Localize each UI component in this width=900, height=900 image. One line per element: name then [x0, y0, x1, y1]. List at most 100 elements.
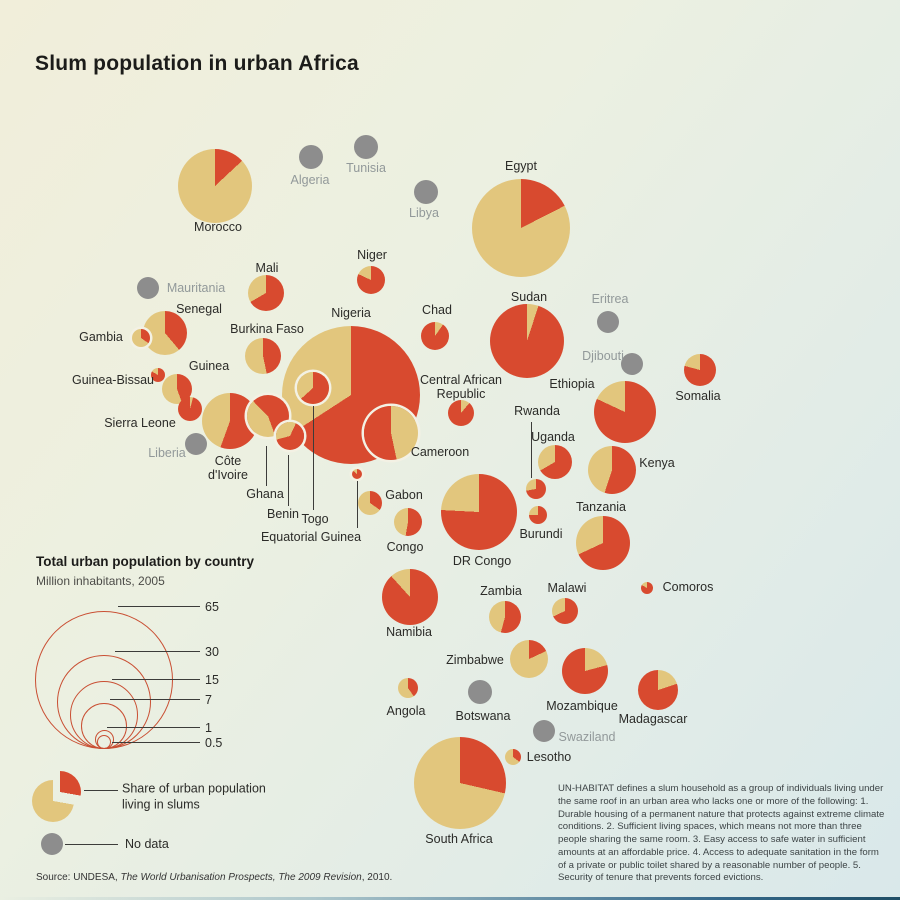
country-label-tunisia: Tunisia	[346, 161, 386, 175]
source-suffix: , 2010.	[361, 872, 393, 883]
country-label-senegal: Senegal	[176, 302, 222, 316]
country-label-zambia: Zambia	[480, 584, 522, 598]
country-label-ethiopia: Ethiopia	[549, 377, 595, 391]
source-text: Source: UNDESA, The World Urbanisation P…	[36, 872, 392, 883]
scale-label-65: 65	[205, 600, 219, 614]
legend-nodata-leader-line	[65, 844, 118, 845]
country-label-kenya: Kenya	[639, 456, 675, 470]
scale-leader-line-15	[112, 679, 200, 680]
country-label-south-africa: South Africa	[425, 832, 493, 846]
legend-share-pie-wedge	[39, 771, 81, 813]
country-label-mauritania: Mauritania	[166, 281, 226, 295]
scale-label-0.5: 0.5	[205, 736, 223, 750]
country-label-ghana: Ghana	[246, 487, 284, 501]
country-label-namibia: Namibia	[386, 625, 432, 639]
country-label-burundi: Burundi	[519, 527, 563, 541]
nodata-dot-liberia	[185, 433, 207, 455]
country-label-malawi: Malawi	[547, 581, 587, 595]
nodata-dot-swaziland	[533, 720, 555, 742]
country-pie-gabon	[358, 491, 382, 515]
legend-share-label: Share of urban population living in slum…	[122, 781, 266, 811]
scale-circle-0.5	[97, 735, 111, 749]
country-pie-rwanda	[526, 479, 546, 499]
nodata-dot-algeria	[299, 145, 323, 169]
country-pie-dr-congo	[441, 474, 517, 550]
country-label-botswana: Botswana	[455, 709, 511, 723]
country-label-cameroon: Cameroon	[410, 445, 470, 459]
nodata-dot-mauritania	[137, 277, 159, 299]
country-label-gambia: Gambia	[79, 330, 123, 344]
legend-size-title: Total urban population by country	[36, 554, 254, 569]
country-pie-mali	[248, 275, 284, 311]
country-label-benin: Benin	[267, 507, 299, 521]
leader-line-benin	[288, 455, 289, 506]
country-label-eritrea: Eritrea	[591, 292, 629, 306]
country-pie-guinea-bissau	[151, 368, 165, 382]
country-pie-angola	[398, 678, 418, 698]
leader-line-ghana	[266, 446, 267, 486]
country-pie-somalia	[684, 354, 716, 386]
country-label-tanzania: Tanzania	[575, 500, 627, 514]
country-label-sierra-leone: Sierra Leone	[104, 416, 176, 430]
country-pie-namibia	[382, 569, 438, 625]
country-label-swaziland: Swaziland	[558, 730, 616, 744]
country-pie-niger	[357, 266, 385, 294]
scale-label-1: 1	[205, 721, 212, 735]
bottom-accent-bar	[0, 897, 900, 900]
nodata-dot-djibouti	[621, 353, 643, 375]
scale-label-15: 15	[205, 673, 219, 687]
country-pie-malawi	[552, 598, 578, 624]
country-pie-central-african-republic	[448, 400, 474, 426]
country-pie-equatorial-guinea	[352, 469, 362, 479]
country-pie-congo	[394, 508, 422, 536]
country-label-dr-congo: DR Congo	[452, 554, 512, 568]
country-label-uganda: Uganda	[531, 430, 575, 444]
country-label-liberia: Liberia	[148, 446, 186, 460]
country-label-guinea-bissau: Guinea-Bissau	[72, 373, 154, 387]
country-label-guinea: Guinea	[188, 359, 230, 373]
country-pie-lesotho	[505, 749, 521, 765]
country-label-sudan: Sudan	[510, 290, 548, 304]
country-pie-togo	[297, 372, 329, 404]
country-pie-egypt	[472, 179, 570, 277]
country-pie-senegal	[143, 311, 187, 355]
legend-share-leader-line	[84, 790, 118, 791]
country-label-libya: Libya	[409, 206, 439, 220]
scale-leader-line-30	[115, 651, 200, 652]
country-label-egypt: Egypt	[505, 159, 537, 173]
country-pie-uganda	[538, 445, 572, 479]
country-label-morocco: Morocco	[194, 220, 242, 234]
country-label-lesotho: Lesotho	[526, 750, 572, 764]
country-pie-burundi	[529, 506, 547, 524]
country-label-mozambique: Mozambique	[546, 699, 618, 713]
country-pie-gambia	[132, 329, 150, 347]
leader-line-equatorial-guinea	[357, 481, 358, 528]
country-pie-burkina-faso	[245, 338, 281, 374]
country-label-congo: Congo	[386, 540, 424, 554]
country-pie-zambia	[489, 601, 521, 633]
country-label-central-african-republic: Central African Republic	[420, 373, 502, 401]
country-label-comoros: Comoros	[662, 580, 714, 594]
country-pie-sierra-leone	[178, 397, 202, 421]
scale-label-30: 30	[205, 645, 219, 659]
page-title: Slum population in urban Africa	[35, 52, 359, 75]
country-label-mali: Mali	[255, 261, 279, 275]
country-pie-zimbabwe	[510, 640, 548, 678]
country-pie-south-africa	[414, 737, 506, 829]
scale-leader-line-7	[110, 699, 200, 700]
country-label-burkina-faso: Burkina Faso	[230, 322, 304, 336]
nodata-dot-botswana	[468, 680, 492, 704]
country-label-zimbabwe: Zimbabwe	[446, 653, 504, 667]
nodata-dot-tunisia	[354, 135, 378, 159]
country-label-nigeria: Nigeria	[331, 306, 371, 320]
source-italic: The World Urbanisation Prospects, The 20…	[120, 872, 362, 883]
country-pie-benin	[276, 422, 304, 450]
country-label-togo: Togo	[301, 512, 329, 526]
leader-line-togo	[313, 406, 314, 510]
country-label-somalia: Somalia	[675, 389, 721, 403]
scale-leader-line-0.5	[112, 742, 200, 743]
country-label-niger: Niger	[357, 248, 387, 262]
country-label-gabon: Gabon	[385, 488, 423, 502]
country-pie-madagascar	[638, 670, 678, 710]
